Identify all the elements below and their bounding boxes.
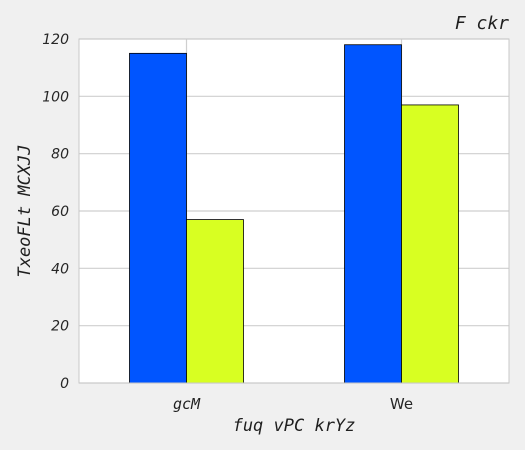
bar-We-series-2	[401, 104, 459, 384]
bars-layer	[129, 44, 459, 384]
bar-gcM-series-2	[186, 219, 244, 384]
y-axis-ticks: 0 20 40 60 80 100 120	[42, 32, 69, 392]
y-tick-label: 80	[51, 147, 69, 163]
x-tick-label: gcM	[173, 395, 201, 413]
bar-We-series-1	[344, 44, 402, 384]
chart-title: F ckr	[455, 13, 509, 34]
y-tick-label: 100	[42, 89, 69, 105]
x-axis-ticks: gcM We	[173, 395, 413, 413]
y-tick-label: 60	[51, 204, 69, 220]
y-tick-label: 40	[51, 261, 69, 277]
y-tick-label: 120	[42, 32, 69, 48]
x-axis-label: fuq vPC krYz	[233, 416, 356, 436]
y-axis-label: TxeoFLt MCXJJ	[15, 144, 35, 277]
y-tick-label: 0	[60, 376, 69, 392]
x-tick-label: We	[390, 395, 413, 413]
bar-gcM-series-1	[129, 52, 187, 384]
plot-frame	[78, 38, 510, 384]
y-tick-label: 20	[51, 319, 69, 335]
